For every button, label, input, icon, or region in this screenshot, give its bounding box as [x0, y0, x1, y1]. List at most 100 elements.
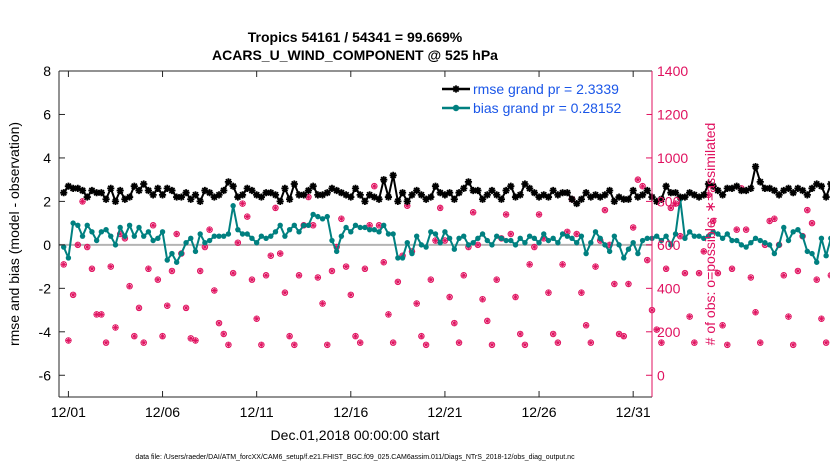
legend: rmse grand pr = 2.3339 bias grand pr = 0… — [435, 77, 647, 121]
obs-count-marker — [709, 217, 717, 225]
obs-assimilated-star — [315, 274, 321, 281]
bias-point — [503, 237, 509, 244]
bias-point — [103, 226, 109, 233]
obs-count-marker — [592, 263, 599, 270]
obs-assimilated-star — [687, 313, 693, 320]
obs-assimilated-star — [381, 259, 387, 265]
obs-assimilated-star — [578, 290, 585, 296]
bias-point — [272, 229, 279, 235]
y2-tick-label: 800 — [657, 193, 681, 209]
obs-count-marker — [154, 276, 162, 283]
obs-possible-circle — [74, 241, 82, 249]
obs-count-marker — [79, 198, 86, 205]
rmse-point — [168, 186, 176, 195]
bias-point — [183, 239, 189, 246]
rmse-point — [304, 186, 313, 195]
obs-assimilated-star — [522, 342, 528, 348]
rmse-point — [351, 184, 360, 192]
obs-possible-circle — [69, 291, 77, 299]
bias-point — [155, 235, 161, 242]
obs-count-marker — [126, 282, 133, 290]
obs-possible-circle — [422, 341, 430, 349]
obs-count-marker — [131, 332, 138, 340]
rmse-point — [450, 195, 458, 203]
obs-possible-circle — [140, 339, 147, 346]
obs-assimilated-star — [376, 222, 382, 228]
y-tick-label: 2 — [43, 193, 51, 209]
bias-point — [672, 231, 679, 237]
obs-possible-circle — [88, 265, 96, 273]
rmse-point — [474, 186, 482, 195]
rmse-point — [742, 186, 750, 195]
obs-possible-circle — [714, 269, 722, 277]
obs-count-marker — [324, 341, 331, 349]
obs-possible-circle — [211, 287, 218, 294]
rmse-point — [469, 186, 477, 195]
bias-point — [230, 203, 236, 209]
obs-assimilated-star — [117, 231, 123, 237]
bias-point — [366, 226, 373, 233]
rmse-point — [770, 186, 778, 195]
bias-point — [249, 235, 255, 242]
rmse-point — [681, 193, 689, 201]
obs-possible-circle — [639, 182, 646, 190]
obs-count-marker — [436, 204, 444, 212]
bias-point — [225, 231, 232, 237]
y2-tick-label: 1000 — [657, 150, 688, 166]
obs-possible-circle — [611, 280, 618, 288]
y2-tick-label: 600 — [657, 237, 681, 253]
obs-count-marker — [239, 200, 246, 207]
bias-point — [545, 237, 552, 244]
obs-assimilated-star — [701, 248, 707, 254]
bias-point — [743, 244, 749, 250]
obs-assimilated-star — [705, 192, 712, 198]
obs-count-marker — [352, 332, 359, 340]
obs-assimilated-star — [319, 300, 326, 307]
bias-point — [381, 222, 387, 229]
obs-assimilated-star — [268, 253, 274, 259]
obs-assimilated-star — [329, 268, 335, 274]
obs-assimilated-star — [715, 270, 721, 276]
obs-assimilated-star — [536, 211, 542, 218]
bias-point — [145, 229, 152, 235]
obs-possible-circle — [512, 293, 519, 301]
obs-possible-circle — [338, 215, 345, 223]
obs-assimilated-star — [621, 333, 627, 339]
obs-assimilated-star — [352, 333, 359, 339]
bias-point — [484, 237, 490, 244]
bias-point — [263, 235, 269, 242]
obs-possible-circle — [549, 330, 557, 338]
bias-point — [117, 224, 123, 231]
rmse-point — [267, 189, 275, 197]
obs-count-marker — [601, 206, 609, 214]
rmse-point — [751, 163, 760, 171]
obs-possible-circle — [498, 235, 505, 242]
obs-count-marker — [446, 293, 453, 301]
obs-count-marker — [521, 341, 529, 349]
obs-possible-circle — [173, 230, 180, 238]
obs-count-marker — [808, 219, 816, 227]
obs-assimilated-star — [169, 268, 175, 274]
rmse-point — [422, 195, 430, 203]
obs-count-marker — [314, 274, 322, 281]
obs-possible-circle — [592, 263, 599, 270]
obs-possible-circle — [83, 243, 91, 251]
bias-point — [569, 235, 575, 242]
obs-count-marker — [211, 287, 218, 294]
obs-possible-circle — [79, 198, 86, 205]
obs-possible-circle — [225, 341, 232, 349]
rmse-point — [709, 182, 717, 190]
rmse-point — [394, 197, 402, 205]
bias-point — [814, 259, 820, 265]
obs-assimilated-star — [108, 264, 114, 270]
obs-assimilated-star — [456, 340, 462, 346]
rmse-point — [436, 189, 444, 197]
obs-assimilated-star — [757, 340, 763, 346]
rmse-point — [290, 180, 298, 188]
obs-possible-circle — [102, 339, 110, 346]
rmse-point — [667, 189, 675, 197]
obs-assimilated-star — [334, 244, 340, 250]
rmse-point — [361, 197, 369, 205]
obs-assimilated-star — [131, 333, 137, 339]
y2-tick-label: 200 — [657, 324, 681, 340]
